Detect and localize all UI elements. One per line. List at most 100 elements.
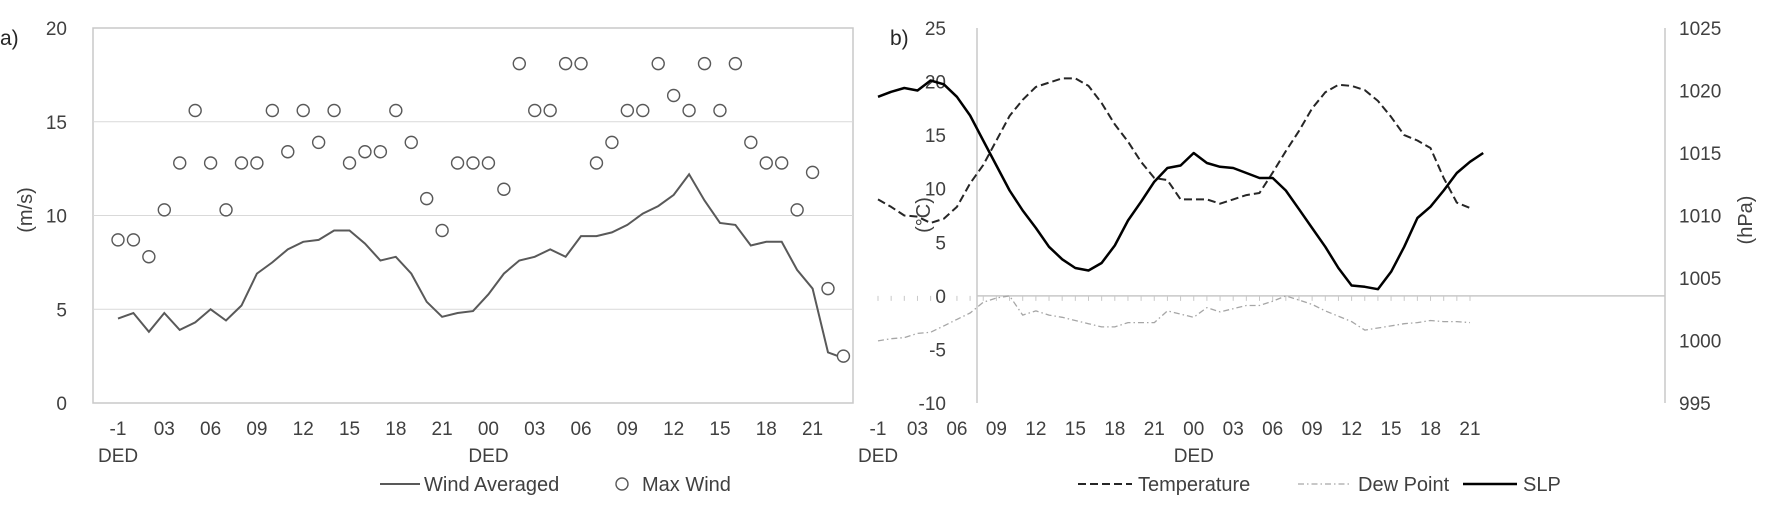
panel-a-wind-chart: a) (m/s) 0 5 10 15 20 -1 03 06 09 12 15 18 21 00 03 06… <box>0 19 854 496</box>
panel-b-legend: Temperature Dew Point SLP <box>1078 474 1561 496</box>
max-wind-point <box>219 203 233 217</box>
series-line-slp <box>877 79 1484 291</box>
x-tick-label: 03 <box>907 419 928 440</box>
max-wind-point <box>435 223 449 238</box>
y2-tick-label: 1000 <box>1679 332 1721 353</box>
y-tick-label: -5 <box>929 340 946 361</box>
max-wind-point <box>666 88 681 103</box>
x-tick-label: 09 <box>617 419 638 440</box>
max-wind-point <box>790 203 804 217</box>
max-wind-point <box>589 156 604 170</box>
x-tick-label: 15 <box>339 419 360 440</box>
max-wind-point <box>682 103 696 118</box>
max-wind-point <box>697 56 712 71</box>
y2-tick-label: 1020 <box>1679 82 1721 103</box>
y2-tick-label: 1025 <box>1679 19 1721 40</box>
max-wind-point <box>774 156 789 170</box>
max-wind-point <box>419 191 434 206</box>
max-wind-point <box>173 156 187 170</box>
legend-label-temperature: Temperature <box>1138 474 1250 496</box>
max-wind-point <box>311 135 326 150</box>
legend-label-dew-point: Dew Point <box>1358 474 1450 496</box>
panel-a-y-axis-title: (m/s) <box>15 187 37 233</box>
panel-b-left-axis-title: (°C) <box>913 197 935 233</box>
max-wind-point <box>543 103 557 118</box>
y-tick-label: -10 <box>919 394 946 415</box>
x-tick-label: 18 <box>756 419 777 440</box>
max-wind-point <box>404 135 418 150</box>
max-wind-point <box>620 103 635 118</box>
max-wind-point <box>805 165 820 180</box>
max-wind-point <box>728 56 743 71</box>
x-tick-label: -1 <box>870 419 887 440</box>
max-wind-point <box>111 233 125 247</box>
y-tick-label: 15 <box>925 126 946 147</box>
legend-swatch-max-wind <box>615 477 629 491</box>
max-wind-point <box>296 103 310 118</box>
y2-tick-label: 1015 <box>1679 144 1721 165</box>
legend-label-max-wind: Max Wind <box>642 474 731 496</box>
y2-tick-label: 1005 <box>1679 269 1721 290</box>
max-wind-point <box>759 156 773 170</box>
max-wind-point <box>713 103 727 118</box>
day-label: DED <box>98 446 138 467</box>
max-wind-point <box>203 156 218 170</box>
y-tick-label: 0 <box>935 287 946 308</box>
x-tick-label: 15 <box>709 419 730 440</box>
max-wind-point <box>466 156 480 170</box>
series-line-wind-averaged <box>117 172 844 359</box>
y-tick-label: 0 <box>56 394 67 415</box>
x-tick-label: 18 <box>1104 419 1125 440</box>
max-wind-point <box>188 103 202 118</box>
max-wind-point <box>250 156 264 170</box>
max-wind-point <box>574 56 588 71</box>
max-wind-point <box>651 56 665 71</box>
max-wind-point <box>605 135 619 150</box>
max-wind-point <box>558 56 573 71</box>
y-tick-label: 25 <box>925 19 946 40</box>
y-tick-label: 15 <box>46 113 67 134</box>
x-tick-label: 09 <box>246 419 267 440</box>
x-tick-label: 21 <box>432 419 453 440</box>
series-line-dew-point <box>877 295 1471 342</box>
x-tick-label: 03 <box>524 419 545 440</box>
panel-b-label: b) <box>890 27 909 50</box>
x-tick-label: 00 <box>1183 419 1204 440</box>
max-wind-point <box>821 281 835 296</box>
y2-tick-label: 995 <box>1679 394 1711 415</box>
max-wind-point <box>157 203 172 217</box>
y2-tick-label: 1010 <box>1679 207 1721 228</box>
max-wind-point <box>744 135 758 150</box>
max-wind-point <box>450 156 465 170</box>
y-tick-label: 5 <box>935 233 946 254</box>
series-line-temperature <box>877 77 1471 224</box>
x-tick-label: 06 <box>200 419 221 440</box>
x-tick-label: 15 <box>1065 419 1086 440</box>
x-tick-label: 06 <box>570 419 591 440</box>
max-wind-point <box>281 145 295 159</box>
panel-a-label: a) <box>0 27 19 50</box>
x-tick-label: 18 <box>1420 419 1441 440</box>
legend-label-wind-averaged: Wind Averaged <box>424 474 559 496</box>
panel-a-legend: Wind Averaged Max Wind <box>380 474 731 496</box>
day-label: DED <box>1174 446 1214 467</box>
max-wind-point <box>389 103 403 118</box>
max-wind-point <box>373 145 388 159</box>
x-tick-label: 06 <box>946 419 967 440</box>
y-tick-label: 5 <box>56 300 67 321</box>
max-wind-point <box>528 103 542 118</box>
max-wind-point <box>234 156 249 170</box>
max-wind-point <box>836 349 851 363</box>
x-tick-label: 21 <box>1459 419 1480 440</box>
max-wind-point <box>342 156 357 170</box>
x-tick-label: 06 <box>1262 419 1283 440</box>
x-tick-label: 12 <box>293 419 314 440</box>
x-tick-label: -1 <box>110 419 127 440</box>
max-wind-point <box>327 103 341 118</box>
x-tick-label: 00 <box>478 419 499 440</box>
max-wind-point <box>636 103 650 118</box>
x-tick-label: 21 <box>1144 419 1165 440</box>
x-tick-label: 03 <box>1223 419 1244 440</box>
day-label: DED <box>858 446 898 467</box>
